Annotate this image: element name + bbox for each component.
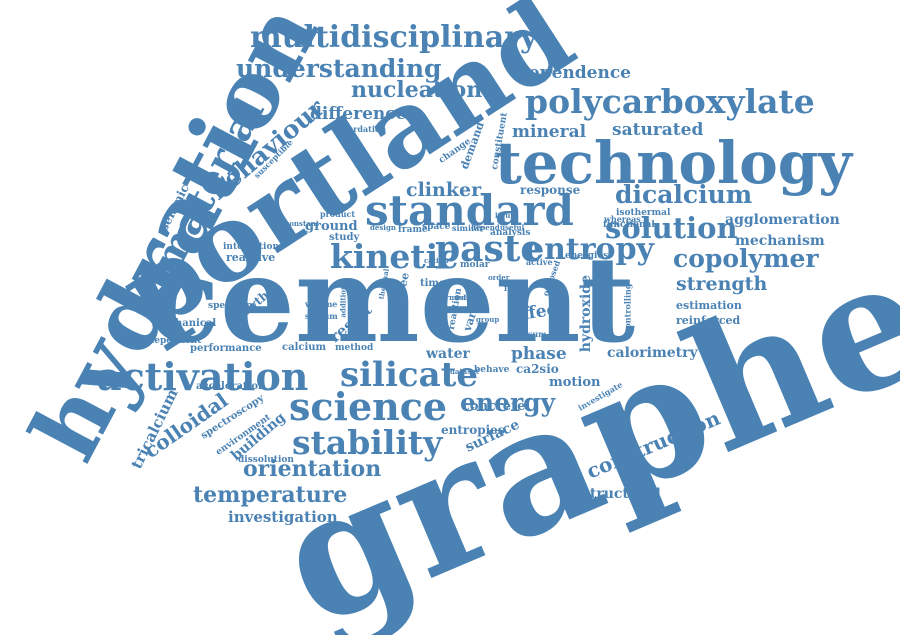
- word-design: design: [370, 223, 396, 233]
- word-gypsum: gypsum: [512, 328, 547, 339]
- word-order: order: [488, 273, 510, 283]
- word-depend: depend: [471, 223, 500, 233]
- word-investigation: investigation: [228, 508, 338, 526]
- word-liquid: liquid: [495, 211, 518, 221]
- word-multidisciplinary: multidisciplinary: [250, 20, 538, 55]
- word-concrete: concrete: [462, 398, 526, 414]
- word-time: time: [420, 278, 446, 289]
- word-retardation: retardation: [335, 123, 387, 134]
- word-estimation: estimation: [676, 299, 742, 313]
- word-form: form: [504, 282, 526, 293]
- word-active: active: [526, 256, 553, 267]
- word-reinforced: reinforced: [676, 314, 741, 328]
- word-addition: addition: [338, 285, 348, 318]
- word-behave: behave: [474, 364, 510, 375]
- word-strength: strength: [676, 272, 768, 295]
- word-molar: molar: [460, 259, 490, 270]
- word-space: space: [422, 221, 451, 232]
- word-agglomeration: agglomeration: [725, 211, 840, 228]
- word-performance: performance: [190, 343, 262, 354]
- word-technology: technology: [495, 128, 853, 197]
- word-analysis: analysis: [490, 227, 531, 238]
- word-response: response: [520, 183, 581, 198]
- word-calorimetry: calorimetry: [607, 344, 698, 361]
- word-functional: functional: [603, 219, 655, 230]
- word-entropy: entropy: [525, 232, 654, 267]
- word-polycarboxylate: polycarboxylate: [525, 81, 815, 121]
- word-energies: energies: [565, 250, 609, 261]
- word-cement: cement: [148, 229, 636, 369]
- word-sodium: sodium: [305, 310, 338, 321]
- word-stability: stability: [292, 422, 443, 462]
- word-temperature: temperature: [193, 482, 348, 509]
- word-copolymer: copolymer: [673, 244, 819, 273]
- word-mechanism: mechanism: [735, 232, 825, 249]
- word-standard: standard: [365, 186, 574, 236]
- word-dependent: dependent: [148, 335, 202, 346]
- word-mechanical: mechanical: [152, 318, 217, 329]
- word-motion: motion: [549, 374, 601, 390]
- word-activation: activation: [97, 353, 309, 399]
- word-science: science: [289, 383, 448, 429]
- word-constant: constant: [285, 219, 320, 229]
- word-nucleation: nucleation: [351, 77, 483, 104]
- word-ca2sio: ca2sio: [516, 362, 559, 377]
- word-ground: ground: [305, 218, 358, 234]
- word-intermediate: intermediate: [430, 293, 481, 303]
- word-kinetic: kinetic: [330, 236, 459, 276]
- word-frame: frame: [398, 224, 428, 235]
- word-dependence: dependence: [517, 63, 631, 84]
- word-dissolution: dissolution: [238, 454, 294, 465]
- word-reactive: reactive: [226, 251, 276, 265]
- word-group: group: [476, 315, 500, 325]
- word-useful: useful: [500, 223, 525, 233]
- word-water: water: [426, 345, 470, 362]
- word-method: method: [335, 342, 374, 353]
- word-controlling: controlling: [622, 283, 633, 333]
- word-acceleration: acceleration: [196, 381, 266, 392]
- word-dataset: dataset: [450, 367, 479, 377]
- word-paste: paste: [435, 228, 544, 271]
- word-cation: cation: [424, 256, 449, 266]
- word-hydroxide: hydroxide: [577, 274, 594, 352]
- word-study: study: [329, 232, 360, 243]
- word-structural: structural: [582, 485, 661, 502]
- word-spectrum: spectrum: [208, 300, 256, 311]
- word-silicate: silicate: [340, 354, 478, 395]
- word-dicalcium: dicalcium: [615, 180, 753, 209]
- word-entropies: entropies: [441, 423, 505, 438]
- word-calcium: calcium: [282, 342, 327, 353]
- word-interaction: interaction: [223, 241, 280, 252]
- word-orientation: orientation: [243, 456, 382, 483]
- word-understanding: understanding: [236, 54, 442, 83]
- word-whereas: whereas: [604, 213, 641, 224]
- word-volume: volume: [305, 298, 338, 309]
- word-product: product: [320, 208, 356, 219]
- word-mineral: mineral: [512, 122, 587, 143]
- word-difference: difference: [310, 104, 407, 125]
- word-saturated: saturated: [612, 120, 704, 141]
- word-similar: similar: [452, 222, 484, 233]
- word-solution: solution: [605, 210, 738, 245]
- word-clinker: clinker: [406, 178, 482, 201]
- word-isothermal: isothermal: [616, 207, 671, 218]
- word-solid: solid: [455, 293, 474, 303]
- word-energy: energy: [460, 388, 556, 417]
- word-phase: phase: [511, 344, 567, 365]
